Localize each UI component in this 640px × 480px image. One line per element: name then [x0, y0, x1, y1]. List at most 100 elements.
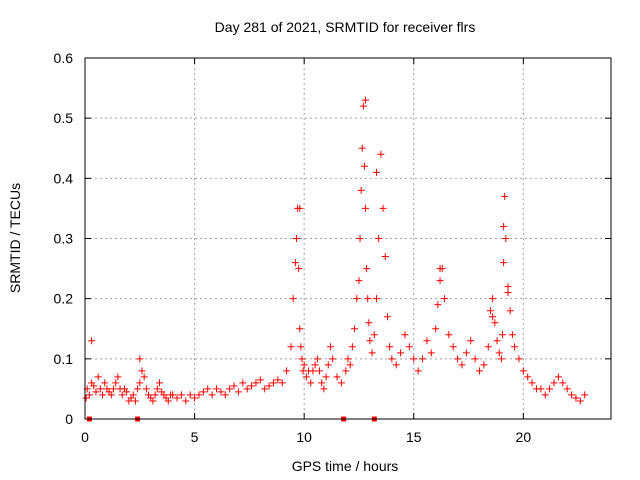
data-point	[265, 382, 273, 390]
data-point	[164, 397, 172, 405]
data-point	[123, 388, 131, 396]
y-tick-label: 0.3	[54, 231, 74, 247]
data-point	[283, 367, 291, 375]
data-point	[177, 391, 185, 399]
data-point	[489, 295, 497, 303]
data-point	[432, 325, 440, 333]
chart-title: Day 281 of 2021, SRMTID for receiver flr…	[215, 19, 476, 35]
axis-ticks	[84, 57, 611, 420]
data-point	[114, 373, 122, 381]
data-point	[500, 222, 508, 230]
data-point	[169, 391, 177, 399]
data-point	[434, 301, 442, 309]
data-point	[581, 391, 589, 399]
data-point	[353, 295, 361, 303]
data-point	[366, 337, 374, 345]
data-point	[372, 295, 380, 303]
x-axis-label: GPS time / hours	[292, 458, 399, 474]
data-point	[199, 388, 207, 396]
data-point	[414, 367, 422, 375]
data-points	[82, 96, 589, 405]
data-point	[326, 343, 334, 351]
data-point	[274, 376, 282, 384]
data-point	[292, 235, 300, 242]
data-point	[550, 379, 558, 387]
data-point	[295, 265, 303, 273]
data-point	[480, 361, 488, 369]
data-point	[182, 397, 190, 405]
data-point	[217, 388, 225, 396]
data-point	[357, 186, 365, 194]
data-point	[151, 391, 159, 399]
data-point	[502, 235, 510, 242]
data-point	[372, 168, 380, 176]
x-tick-label: 10	[296, 429, 312, 445]
data-point	[454, 355, 462, 363]
data-point	[427, 349, 435, 357]
data-point	[243, 385, 251, 393]
data-point	[107, 391, 115, 399]
data-point	[362, 204, 370, 212]
data-point	[140, 373, 148, 381]
data-point	[289, 295, 297, 303]
data-point	[559, 379, 567, 387]
data-point	[364, 295, 372, 303]
y-tick-labels: 0 0.1 0.2 0.3 0.4 0.5 0.6	[54, 50, 74, 427]
data-point	[88, 337, 96, 345]
data-point	[129, 391, 137, 399]
data-point	[309, 367, 317, 375]
data-point	[499, 331, 507, 339]
data-point	[297, 343, 305, 351]
y-tick-label: 0.1	[54, 351, 74, 367]
data-point	[546, 385, 554, 393]
data-point	[515, 355, 523, 363]
data-point	[85, 391, 93, 399]
data-point	[462, 349, 470, 357]
data-point	[504, 283, 512, 291]
data-point	[94, 373, 102, 381]
data-point	[386, 343, 394, 351]
y-tick-label: 0.4	[54, 170, 74, 186]
data-point	[370, 331, 378, 339]
data-point	[287, 343, 295, 351]
data-point	[333, 373, 341, 381]
data-point	[213, 385, 220, 393]
y-tick-label: 0	[65, 411, 73, 427]
data-point	[269, 379, 277, 387]
data-point	[311, 361, 319, 369]
data-point	[528, 379, 536, 387]
data-point	[302, 373, 310, 381]
data-point	[410, 355, 418, 363]
data-point	[423, 337, 431, 345]
data-point	[508, 331, 516, 339]
data-point	[568, 391, 576, 399]
y-tick-label: 0.5	[54, 110, 74, 126]
data-point	[300, 361, 308, 369]
data-point	[256, 376, 264, 384]
data-point	[506, 307, 514, 315]
data-point	[486, 307, 494, 315]
data-point	[440, 295, 448, 303]
data-point	[359, 102, 367, 110]
data-point	[324, 361, 332, 369]
data-point	[358, 144, 366, 152]
y-tick-label: 0.6	[54, 50, 74, 66]
data-point	[476, 367, 483, 375]
data-point	[392, 361, 400, 369]
data-point	[138, 367, 146, 375]
data-point	[134, 385, 142, 393]
x-tick-label: 0	[81, 429, 89, 445]
data-point	[511, 343, 519, 351]
data-point	[375, 235, 383, 242]
data-point	[495, 349, 503, 357]
data-point	[191, 394, 199, 402]
data-point	[156, 379, 164, 387]
data-point	[118, 391, 126, 399]
y-axis-label: SRMTID / TECUs	[7, 183, 23, 293]
data-point	[248, 382, 256, 390]
x-tick-label: 5	[191, 429, 199, 445]
data-point	[329, 355, 337, 363]
data-point	[355, 277, 363, 285]
